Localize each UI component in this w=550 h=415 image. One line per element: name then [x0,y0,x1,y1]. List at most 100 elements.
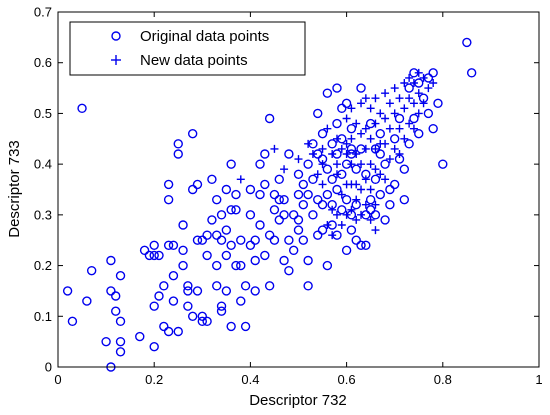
original-data-point [269,235,280,245]
y-axis-title: Descriptor 733 [6,140,23,238]
original-data-point [212,194,222,205]
new-data-point [323,221,332,229]
new-data-point [361,175,370,184]
original-data-point [288,210,299,220]
original-data-point [82,296,92,306]
original-data-point [183,301,193,311]
original-data-point [351,164,361,174]
y-tick-label: 0.6 [34,55,52,70]
new-data-point [390,109,399,118]
original-data-point [212,230,222,240]
original-data-point [212,281,222,291]
new-data-point [347,104,356,113]
original-data-point [260,250,270,261]
original-data-point [149,301,159,311]
original-data-point [274,215,284,225]
original-data-point [279,255,289,266]
new-data-point [414,109,423,118]
new-data-point [376,170,385,179]
new-data-point [371,119,380,128]
original-data-point [298,179,309,190]
original-data-point [466,68,477,78]
x-tick-label: 0.2 [145,372,163,387]
original-data-point [168,271,179,281]
new-data-point [347,160,356,169]
original-data-point [293,225,304,235]
original-data-point [178,220,188,230]
original-data-point [264,113,275,124]
new-data-point [361,144,370,153]
x-tick-label: 0.6 [338,372,356,387]
original-data-point [375,129,385,139]
original-data-point [322,88,333,98]
new-data-point [366,215,375,224]
original-data-point [111,291,121,301]
new-data-point [337,144,346,153]
original-data-point [77,103,87,114]
new-data-point [308,150,317,158]
legend-marker-new [111,55,121,65]
original-data-point [101,336,111,347]
y-tick-label: 0.3 [34,207,52,222]
legend-box [69,21,306,76]
original-data-point [394,113,405,124]
original-data-point [216,306,227,316]
original-data-point [423,108,434,119]
original-data-point [202,316,212,327]
original-data-point [385,200,395,210]
x-tick-label: 1 [535,372,542,387]
original-data-point [375,149,385,159]
original-data-point [327,139,337,149]
original-data-point [226,159,236,169]
new-data-point [357,210,366,219]
original-data-point [115,316,126,327]
original-data-point [438,159,448,169]
new-data-point [361,94,370,103]
original-data-point [337,103,347,114]
original-data-point [303,255,313,266]
new-data-point [405,73,414,82]
original-data-point [399,164,410,174]
original-data-point [250,255,260,266]
new-data-point [414,68,423,77]
x-axis-title: Descriptor 732 [249,392,347,409]
original-data-point [404,83,414,93]
original-data-point [149,342,159,352]
original-data-point [236,296,246,306]
original-data-point [221,250,232,261]
original-data-point [240,281,251,291]
original-data-point [356,240,366,250]
new-data-point [347,205,356,214]
original-data-point [221,286,232,296]
new-data-point [366,134,375,143]
new-data-point [342,150,351,158]
original-data-point [462,37,472,48]
new-data-point [357,160,366,169]
original-data-point [269,189,280,200]
original-data-point [159,281,169,291]
original-data-point [62,286,73,296]
y-tick-label: 0 [45,360,52,375]
new-data-point [385,124,394,133]
x-tick-label: 0 [54,372,61,387]
new-data-point [395,124,404,133]
new-data-point [429,79,438,87]
original-data-point [106,255,116,266]
original-data-point [322,164,333,174]
original-data-point [231,205,241,215]
original-data-point [187,129,198,139]
original-data-point [375,189,385,200]
original-data-point [154,250,164,261]
original-data-point [327,174,337,185]
new-data-point [323,124,332,133]
original-data-point [303,189,313,200]
original-data-point [231,260,241,271]
new-data-point [361,200,370,209]
new-data-point [332,134,341,143]
new-data-point [405,94,414,103]
new-data-point [366,185,375,194]
y-tick-label: 0.4 [34,157,52,172]
original-data-point [192,235,203,245]
original-data-point [365,194,376,205]
